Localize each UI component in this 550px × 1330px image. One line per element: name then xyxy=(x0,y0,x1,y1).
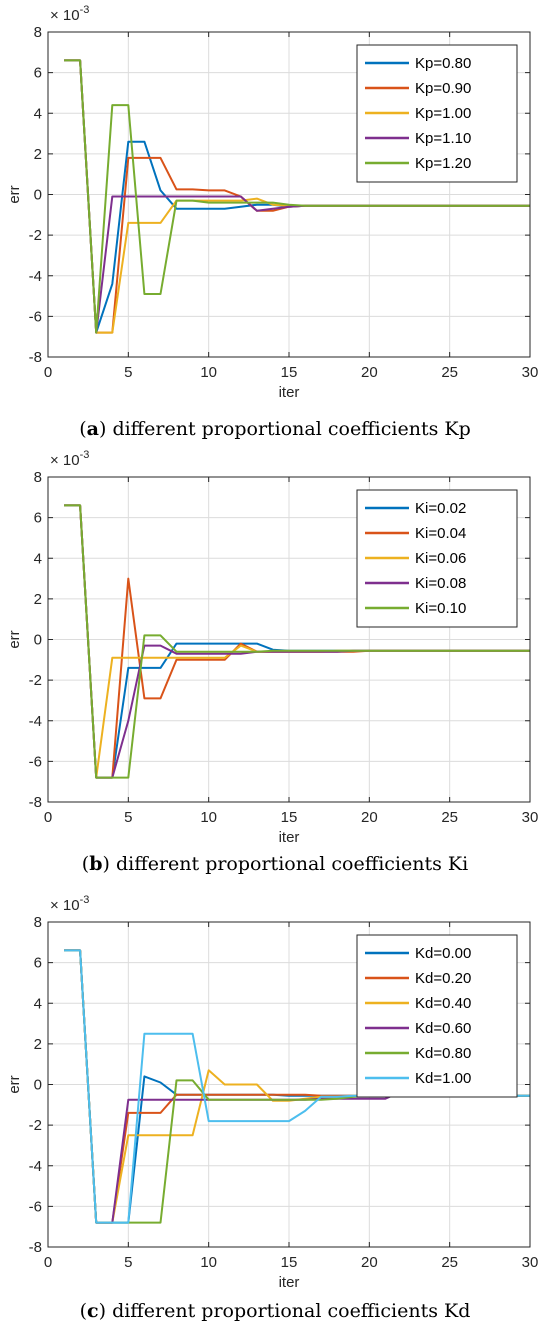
x-tick-label: 15 xyxy=(281,1254,298,1271)
y-tick-label: -2 xyxy=(29,672,42,689)
y-tick-label: -2 xyxy=(29,1117,42,1134)
legend-label-4: Kp=1.10 xyxy=(415,130,471,147)
y-axis-label: err xyxy=(6,185,23,203)
x-tick-label: 20 xyxy=(361,809,378,826)
ticks: 0 5 10 15 20 25 30 -8 -6 -4 -2 0 2 4 6 8 xyxy=(29,24,539,381)
y-tick-label: -4 xyxy=(29,268,42,285)
x-tick-label: 20 xyxy=(361,1254,378,1271)
x-tick-label: 0 xyxy=(44,364,52,381)
panel-label-b: b xyxy=(89,853,103,875)
y-tick-label: 6 xyxy=(34,955,42,972)
x-tick-label: 30 xyxy=(522,1254,539,1271)
x-axis-label: iter xyxy=(279,829,300,846)
legend-label-6: Kd=1.00 xyxy=(415,1070,471,1087)
y-tick-label: 4 xyxy=(34,550,42,567)
x-tick-label: 25 xyxy=(441,1254,458,1271)
series-group xyxy=(64,504,530,779)
legend-label-2: Kp=0.90 xyxy=(415,80,471,97)
x-tick-label: 10 xyxy=(200,364,217,381)
y-tick-label: 0 xyxy=(34,1077,42,1094)
series-group xyxy=(64,59,530,334)
y-tick-label: -4 xyxy=(29,713,42,730)
y-tick-label: -6 xyxy=(29,753,42,770)
x-tick-label: 30 xyxy=(522,364,539,381)
x-tick-label: 20 xyxy=(361,364,378,381)
y-tick-label: 8 xyxy=(34,914,42,931)
series-line-5 xyxy=(64,59,530,334)
y-tick-label: 8 xyxy=(34,24,42,41)
y-tick-label: 4 xyxy=(34,105,42,122)
y-tick-label: -6 xyxy=(29,308,42,325)
x-axis-label: iter xyxy=(279,384,300,401)
y-exponent-label: × 10-3 xyxy=(50,894,89,914)
legend-label-3: Kp=1.00 xyxy=(415,105,471,122)
y-exponent-label: × 10-3 xyxy=(50,449,89,469)
ticks: 0 5 10 15 20 25 30 -8 -6 -4 -2 0 2 4 6 8 xyxy=(29,469,539,826)
y-tick-label: -8 xyxy=(29,794,42,811)
x-tick-label: 30 xyxy=(522,809,539,826)
y-tick-label: 2 xyxy=(34,591,42,608)
panel-label-a: a xyxy=(86,418,99,440)
y-tick-label: 2 xyxy=(34,1036,42,1053)
x-tick-label: 5 xyxy=(124,364,132,381)
y-tick-label: -6 xyxy=(29,1198,42,1215)
chart-a: 0 5 10 15 20 25 30 -8 -6 -4 -2 0 2 4 6 8 × 10-3 iter err Kp… xyxy=(6,4,539,401)
legend-label-2: Kd=0.20 xyxy=(415,970,471,987)
caption-c: (c) different proportional coefficients … xyxy=(79,1300,471,1322)
chart-panel-c: 0 5 10 15 20 25 30 -8 -6 -4 -2 0 2 4 6 8 × 10-3 iter err Kd… xyxy=(0,890,550,1330)
legend-label-1: Kp=0.80 xyxy=(415,55,471,72)
x-tick-label: 25 xyxy=(441,809,458,826)
panel-label-c: c xyxy=(87,1300,99,1322)
y-axis-label: err xyxy=(6,1075,23,1093)
x-tick-label: 5 xyxy=(124,1254,132,1271)
y-axis-label: err xyxy=(6,630,23,648)
legend-label-4: Kd=0.60 xyxy=(415,1020,471,1037)
x-tick-label: 10 xyxy=(200,1254,217,1271)
legend-label-4: Ki=0.08 xyxy=(415,575,466,592)
y-tick-label: 8 xyxy=(34,469,42,486)
y-tick-label: -2 xyxy=(29,227,42,244)
chart-panel-a: 0 5 10 15 20 25 30 -8 -6 -4 -2 0 2 4 6 8 × 10-3 iter err Kp… xyxy=(0,0,550,442)
caption-b: (b) different proportional coefficients … xyxy=(81,853,469,875)
legend-label-5: Kd=0.80 xyxy=(415,1045,471,1062)
legend-label-1: Ki=0.02 xyxy=(415,500,466,517)
y-exponent-label: × 10-3 xyxy=(50,4,89,24)
legend: Ki=0.02 Ki=0.04 Ki=0.06 Ki=0.08 Ki=0.10 xyxy=(356,489,518,628)
x-tick-label: 5 xyxy=(124,809,132,826)
chart-b: 0 5 10 15 20 25 30 -8 -6 -4 -2 0 2 4 6 8 × 10-3 iter err Ki… xyxy=(6,449,539,846)
y-tick-label: -4 xyxy=(29,1158,42,1175)
legend-label-5: Ki=0.10 xyxy=(415,600,466,617)
caption-a: (a) different proportional coefficients … xyxy=(79,418,471,440)
caption-text-a: different proportional coefficients Kp xyxy=(112,418,471,440)
x-tick-label: 0 xyxy=(44,1254,52,1271)
y-tick-label: 0 xyxy=(34,632,42,649)
x-tick-label: 0 xyxy=(44,809,52,826)
y-tick-label: -8 xyxy=(29,349,42,366)
x-tick-label: 25 xyxy=(441,364,458,381)
ticks: 0 5 10 15 20 25 30 -8 -6 -4 -2 0 2 4 6 8 xyxy=(29,914,539,1271)
legend-box xyxy=(356,934,518,1098)
y-tick-label: 6 xyxy=(34,65,42,82)
y-tick-label: 4 xyxy=(34,995,42,1012)
y-tick-label: 2 xyxy=(34,146,42,163)
legend-label-2: Ki=0.04 xyxy=(415,525,466,542)
legend-label-3: Ki=0.06 xyxy=(415,550,466,567)
x-tick-label: 15 xyxy=(281,364,298,381)
legend-label-3: Kd=0.40 xyxy=(415,995,471,1012)
caption-text-c: different proportional coefficients Kd xyxy=(112,1300,471,1322)
y-tick-label: -8 xyxy=(29,1239,42,1256)
x-axis-label: iter xyxy=(279,1274,300,1291)
chart-panel-b: 0 5 10 15 20 25 30 -8 -6 -4 -2 0 2 4 6 8 × 10-3 iter err Ki… xyxy=(0,445,550,887)
legend: Kp=0.80 Kp=0.90 Kp=1.00 Kp=1.10 Kp=1.20 xyxy=(356,44,518,183)
series-line-5 xyxy=(64,504,530,779)
x-tick-label: 15 xyxy=(281,809,298,826)
legend-label-1: Kd=0.00 xyxy=(415,945,471,962)
x-tick-label: 10 xyxy=(200,809,217,826)
chart-c: 0 5 10 15 20 25 30 -8 -6 -4 -2 0 2 4 6 8 × 10-3 iter err Kd… xyxy=(6,894,539,1291)
y-tick-label: 6 xyxy=(34,510,42,527)
y-tick-label: 0 xyxy=(34,187,42,204)
legend: Kd=0.00 Kd=0.20 Kd=0.40 Kd=0.60 Kd=0.80 Kd=1.… xyxy=(356,934,518,1098)
caption-text-b: different proportional coefficients Ki xyxy=(115,853,469,875)
legend-label-5: Kp=1.20 xyxy=(415,155,471,172)
